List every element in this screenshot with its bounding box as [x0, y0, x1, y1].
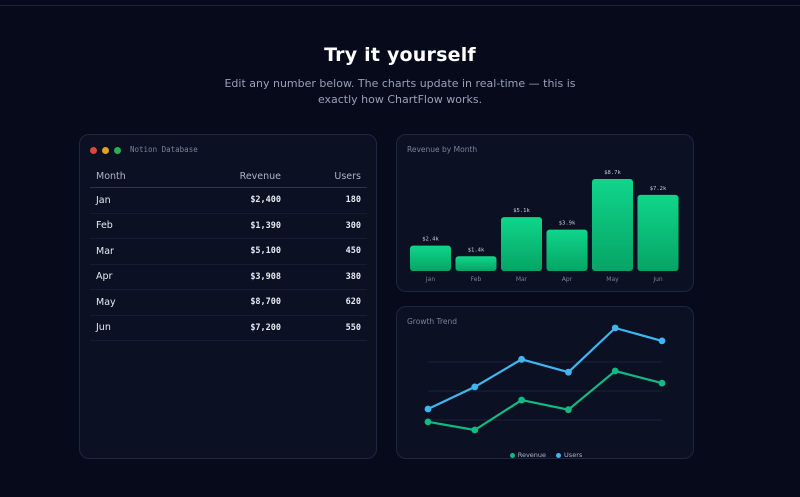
x-tick-label: Mar: [516, 276, 528, 283]
point-revenue-jan: [424, 418, 432, 426]
point-revenue-may: [611, 367, 619, 375]
point-users-may: [611, 324, 619, 332]
cell-users[interactable]: 380: [287, 264, 367, 290]
revenue-chart-card: Revenue by Month $2.4k Jan $1.4k Feb $5.1k Ma…: [396, 134, 694, 292]
table-row: Jun $7,200 550: [90, 315, 367, 341]
page-subtitle: Edit any number below. The charts update…: [200, 76, 600, 108]
cell-month[interactable]: Jun: [90, 315, 177, 341]
cell-month[interactable]: Mar: [90, 238, 177, 265]
point-users-feb: [471, 383, 479, 391]
database-title: Notion Database: [130, 145, 198, 154]
bar-jun: [637, 194, 679, 271]
cell-users[interactable]: 300: [287, 213, 367, 239]
revenue-bar-chart: $2.4k Jan $1.4k Feb $5.1k Mar $3.9k Apr $8.7k May…: [410, 170, 679, 283]
x-tick-label: Jun: [652, 276, 663, 283]
close-dot-icon[interactable]: [90, 147, 97, 154]
x-tick-label: Feb: [471, 276, 482, 283]
growth-chart-title: Growth Trend: [407, 317, 458, 326]
cell-users[interactable]: 550: [287, 315, 367, 341]
window-controls: [90, 147, 121, 154]
bar-jan: [410, 245, 451, 271]
top-divider: [0, 5, 800, 6]
growth-chart-card: Growth Trend Revenue Users: [396, 306, 694, 459]
bar-data-label: $3.9k: [559, 221, 576, 227]
point-revenue-feb: [471, 426, 479, 434]
cell-month[interactable]: May: [90, 289, 177, 316]
bar-apr: [546, 229, 588, 271]
legend-swatch-revenue: [509, 452, 515, 458]
database-card: Notion Database Month Revenue Users Jan $…: [79, 134, 377, 459]
table-row: Feb $1,390 300: [90, 213, 367, 239]
legend-label-users: Users: [564, 451, 583, 459]
cell-users[interactable]: 620: [287, 289, 367, 316]
point-users-jun: [658, 337, 666, 345]
point-revenue-apr: [565, 406, 572, 414]
bar-data-label: $8.7k: [604, 170, 621, 176]
column-header-month: Month: [90, 165, 177, 188]
series-line-users: [427, 326, 663, 410]
x-tick-label: Apr: [562, 276, 573, 283]
cell-users[interactable]: 450: [287, 238, 367, 265]
bar-data-label: $1.4k: [468, 247, 485, 253]
subtitle-line-2: exactly how ChartFlow works.: [317, 93, 483, 106]
point-users-apr: [565, 368, 572, 376]
x-tick-label: May: [606, 276, 619, 283]
series-line-revenue: [427, 369, 663, 432]
cell-revenue[interactable]: $7,200: [176, 315, 288, 341]
table-row: Mar $5,100 450: [90, 238, 367, 265]
bar-feb: [455, 256, 497, 271]
cell-revenue[interactable]: $3,908: [176, 264, 288, 290]
cell-month[interactable]: Apr: [90, 264, 177, 290]
cell-month[interactable]: Jan: [90, 187, 177, 214]
cell-month[interactable]: Feb: [90, 213, 177, 239]
cell-revenue[interactable]: $2,400: [176, 187, 288, 214]
minimize-dot-icon[interactable]: [102, 147, 109, 154]
growth-line-chart: [424, 324, 666, 434]
table-body: Jan $2,400 180 Feb $1,390 300 Mar $5,100 450 Apr $…: [90, 187, 367, 341]
page-title: Try it yourself: [324, 44, 476, 66]
point-users-mar: [518, 355, 525, 363]
legend-swatch-users: [556, 452, 562, 458]
table-row: Apr $3,908 380: [90, 264, 367, 290]
legend-label-revenue: Revenue: [517, 451, 547, 459]
column-header-users: Users: [287, 165, 367, 188]
cell-revenue[interactable]: $1,390: [176, 213, 288, 239]
table-row: May $8,700 620: [90, 289, 367, 316]
maximize-dot-icon[interactable]: [114, 147, 121, 154]
table-row: Jan $2,400 180: [90, 187, 367, 214]
legend-item-users: Users: [556, 451, 582, 459]
bar-mar: [501, 217, 542, 271]
legend-item-revenue: Revenue: [509, 451, 547, 459]
column-header-revenue: Revenue: [176, 165, 288, 188]
point-revenue-jun: [658, 379, 666, 387]
growth-legend: Revenue Users: [397, 451, 695, 459]
point-revenue-mar: [518, 396, 525, 404]
bar-data-label: $2.4k: [422, 237, 439, 243]
bar-data-label: $5.1k: [513, 208, 530, 214]
bar-may: [592, 179, 633, 271]
subtitle-line-1: Edit any number below. The charts update…: [224, 77, 576, 90]
cell-users[interactable]: 180: [287, 187, 367, 214]
cell-revenue[interactable]: $5,100: [176, 238, 288, 265]
cell-revenue[interactable]: $8,700: [176, 289, 288, 316]
database-table: Month Revenue Users Jan $2,400 180 Feb $1,39…: [90, 165, 367, 341]
point-users-jan: [424, 405, 432, 413]
revenue-chart-title: Revenue by Month: [407, 145, 478, 154]
bar-data-label: $7.2k: [650, 186, 667, 192]
x-tick-label: Jan: [425, 276, 435, 283]
table-header-row: Month Revenue Users: [90, 165, 367, 188]
